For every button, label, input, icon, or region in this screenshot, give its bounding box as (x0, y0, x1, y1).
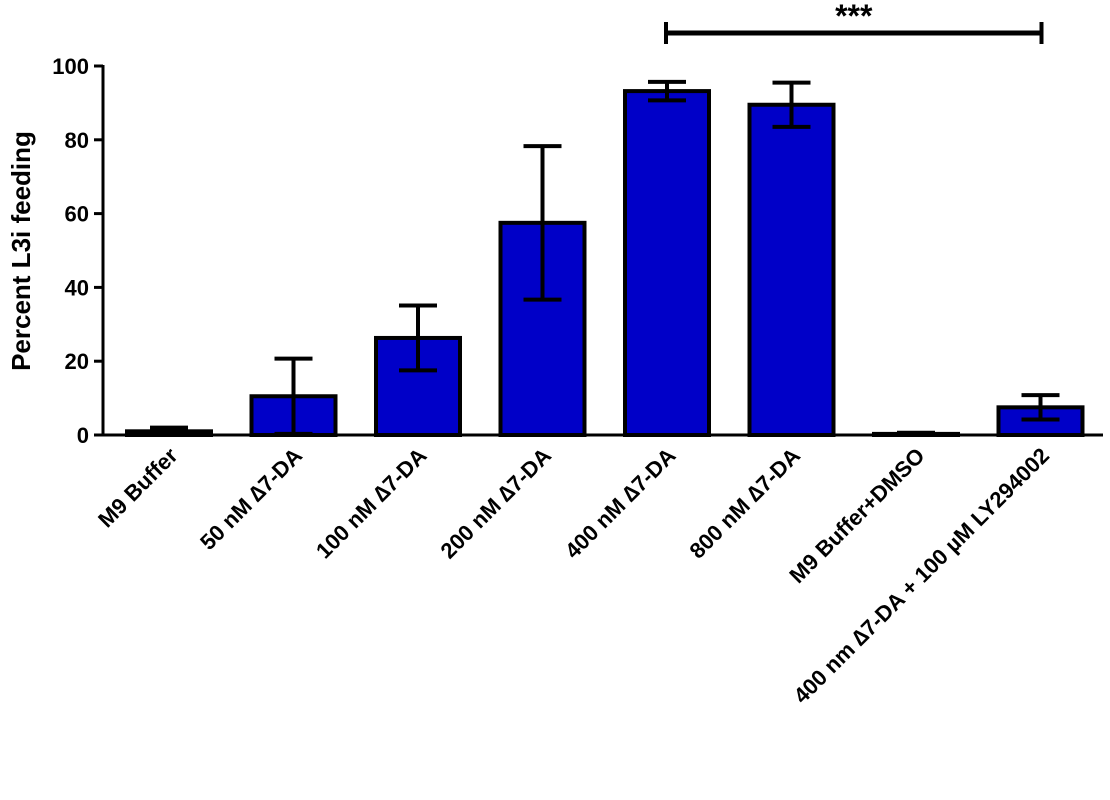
y-tick-label: 0 (77, 423, 89, 448)
y-tick-label: 60 (65, 202, 89, 227)
x-tick-label: M9 Buffer+DMSO (784, 443, 929, 588)
y-tick-label: 100 (52, 54, 89, 79)
x-tick-label: M9 Buffer (93, 443, 183, 533)
significance-bracket: *** (664, 0, 1044, 44)
bar (374, 335, 462, 437)
x-tick-label: 800 nM ∆7-DA (684, 443, 805, 564)
x-tick-label: 200 nM ∆7-DA (435, 443, 556, 564)
y-tick-label: 20 (65, 349, 89, 374)
y-tick-label: 80 (65, 128, 89, 153)
x-tick-label: 400 nM ∆7-DA (560, 443, 681, 564)
x-tick-label: 400 nm ∆7-DA + 100 µM LY294002 (789, 443, 1054, 708)
bar (747, 102, 836, 438)
bar (623, 89, 711, 437)
y-tick-label: 40 (65, 275, 89, 300)
bars (125, 89, 1085, 438)
x-tick-label: 50 nM ∆7-DA (195, 443, 307, 555)
y-axis-title: Percent L3i feeding (6, 131, 36, 371)
error-bars (150, 79, 1060, 437)
x-tick-label: 100 nM ∆7-DA (311, 443, 432, 564)
significance-label: *** (835, 0, 873, 34)
y-axis: 0 20 40 60 80 100 (52, 54, 105, 448)
x-axis: M9 Buffer 50 nM ∆7-DA 100 nM ∆7-DA 200 nM ∆… (93, 433, 1103, 708)
